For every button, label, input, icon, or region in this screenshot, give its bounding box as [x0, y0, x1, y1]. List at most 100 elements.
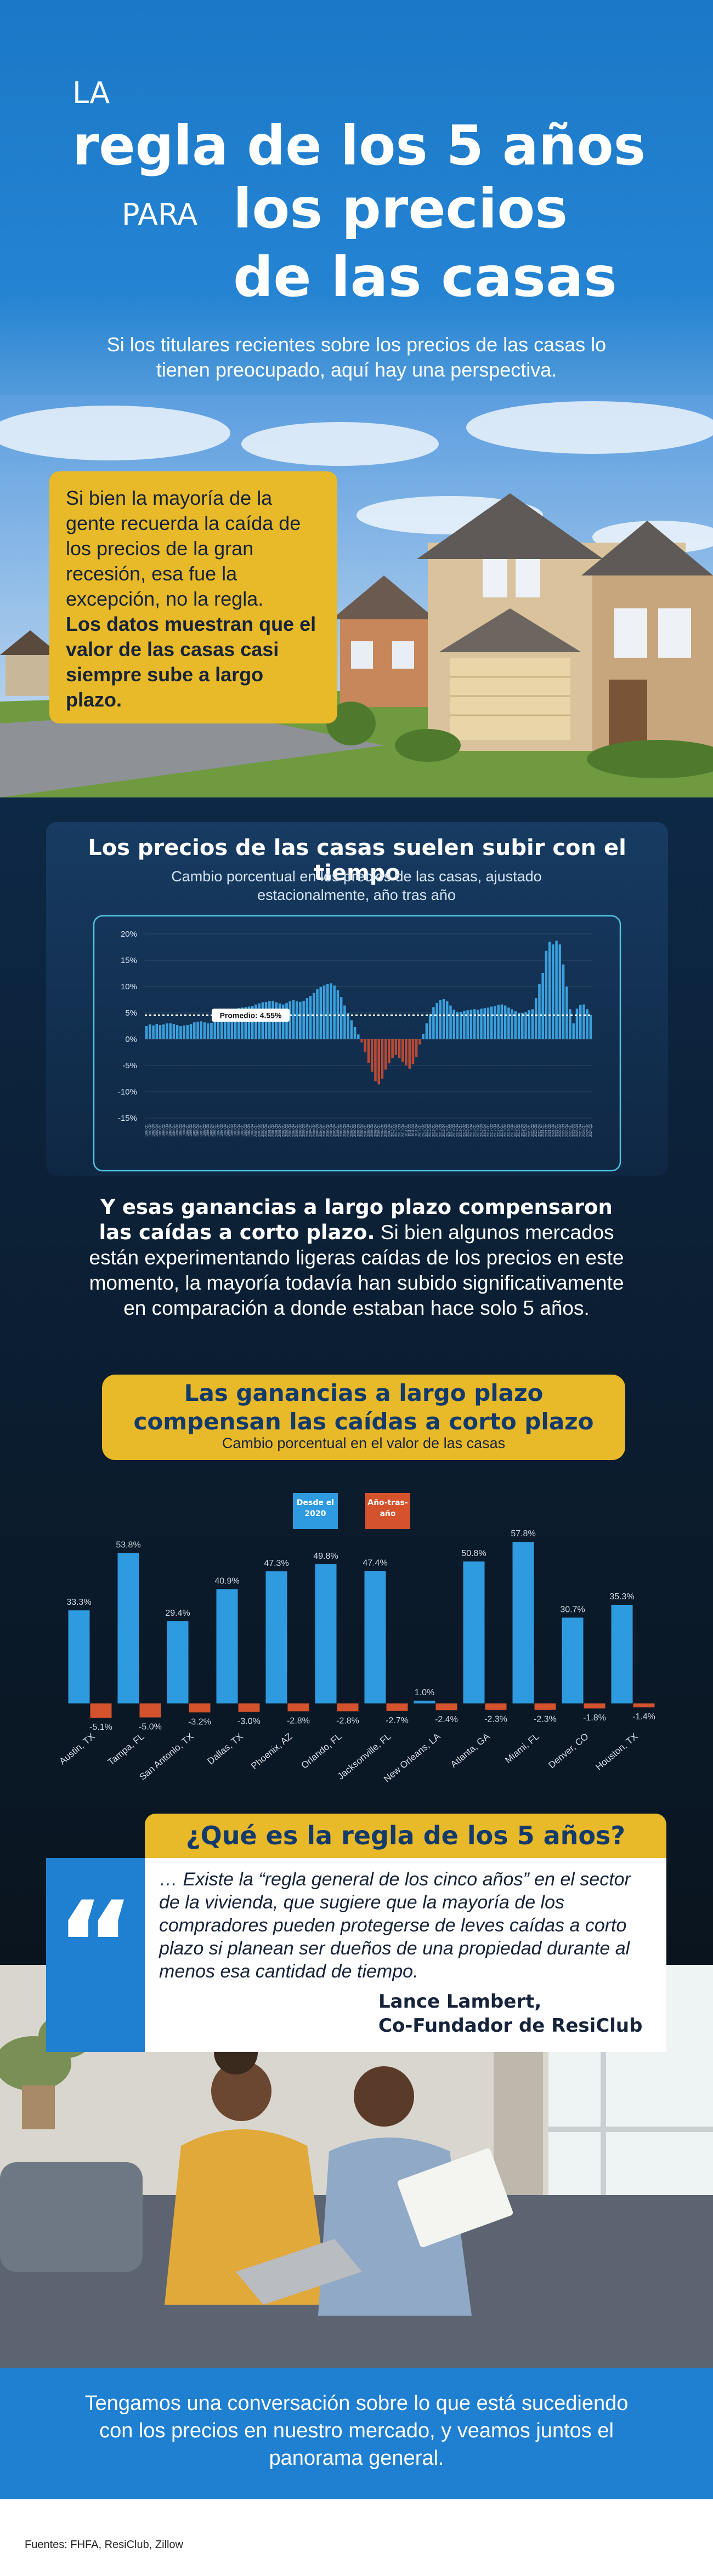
x-tick-label: 2013 Q2: [436, 1124, 439, 1137]
x-tick-label: 1996 Q4: [210, 1124, 213, 1137]
bar: [374, 1039, 377, 1081]
title-word: PARA: [122, 197, 197, 232]
bar: [189, 1703, 211, 1713]
man: [318, 2066, 513, 2316]
x-tick-label: 2003 Q3: [303, 1124, 306, 1137]
x-tick-label: 1994 Q3: [179, 1124, 183, 1137]
bar: [247, 1006, 251, 1039]
main-house: [417, 493, 713, 751]
x-tick-label: 2008 Q3: [371, 1124, 374, 1137]
x-tick-label: San Antonio, TX: [137, 1731, 195, 1782]
quote-author: Lance Lambert,: [378, 1991, 542, 2013]
data-label: -2.3%: [484, 1715, 507, 1724]
bar: [292, 1000, 295, 1039]
bar: [347, 1013, 349, 1039]
bar: [422, 1034, 425, 1039]
distant-houses-part: [5, 652, 55, 696]
x-tick-label: 2010 Q4: [401, 1124, 405, 1137]
bar: [172, 1024, 176, 1039]
chart: 33.3% 53.8% 29.4% 40.9% 47.3% 49.8% 47.4% 1.0% 5…: [58, 1529, 655, 1784]
x-tick-label: 1996 Q2: [203, 1124, 207, 1137]
x-tick-label: 2002 Q1: [282, 1124, 285, 1137]
y-tick-label: -10%: [118, 1087, 137, 1097]
average-label-box: [212, 1008, 290, 1022]
data-label: 29.4%: [165, 1609, 190, 1618]
bar: [456, 1012, 459, 1039]
bar: [408, 1039, 411, 1069]
x-tick-label: Austin, TX: [58, 1731, 97, 1767]
x-tick-label: 2009 Q1: [378, 1124, 381, 1137]
bar: [439, 1000, 442, 1039]
bar: [357, 1034, 360, 1039]
x-tick-label: 2006 Q4: [347, 1124, 350, 1137]
bar: [152, 1025, 155, 1039]
x-tick-label: 1999 Q2: [245, 1124, 248, 1137]
y-tick-label: 10%: [121, 982, 137, 991]
bar: [521, 1013, 524, 1039]
bar: [350, 1020, 353, 1039]
average-label: Promedio: 4.55%: [220, 1011, 282, 1019]
x-tick-label: 2024 Q1: [582, 1124, 586, 1137]
x-tick-label: 2007 Q3: [357, 1124, 360, 1137]
x-tick-label: 1996 Q3: [207, 1124, 210, 1137]
bar: [582, 1004, 585, 1039]
main-house-part: [658, 608, 691, 658]
bar: [139, 1703, 161, 1718]
bar: [200, 1021, 203, 1039]
x-tick-label: 2020 Q2: [531, 1124, 535, 1137]
bar: [497, 1005, 500, 1039]
x-tick-label: 2000 Q2: [258, 1124, 262, 1137]
sources: Fuentes: FHFA, ResiClub, Zillow: [25, 2539, 183, 2551]
x-tick-label: 2009 Q4: [388, 1124, 391, 1137]
x-tick-label: 1998 Q3: [234, 1124, 237, 1137]
bar: [166, 1023, 168, 1039]
x-tick-label: 2018 Q3: [507, 1124, 511, 1137]
data-label: 53.8%: [116, 1541, 140, 1550]
bar: [238, 1703, 260, 1712]
data-label: -5.1%: [89, 1723, 112, 1732]
road: [0, 710, 384, 797]
bar: [305, 998, 309, 1039]
bar: [68, 1610, 90, 1703]
x-tick-label: 2007 Q4: [361, 1124, 364, 1137]
summary-emphasis: Y esas ganancias a largo plazo compensar…: [99, 1195, 613, 1244]
bar: [360, 1039, 363, 1042]
bar: [117, 1553, 139, 1703]
bar: [210, 1023, 213, 1039]
bar: [466, 1010, 469, 1039]
bar: [343, 1005, 346, 1039]
closing-background: [0, 2368, 713, 2499]
x-tick-label: 2013 Q1: [432, 1124, 435, 1137]
clouds-part: [241, 422, 439, 466]
bar: [254, 1004, 257, 1039]
bar: [364, 1039, 367, 1052]
bar: [309, 996, 312, 1039]
woman-part: [211, 2061, 271, 2121]
bar: [234, 1010, 237, 1039]
bar: [562, 1617, 584, 1703]
bar: [500, 1004, 503, 1039]
rule-heading: ¿Qué es la regla de los 5 años?: [185, 1821, 626, 1850]
quote-box: [145, 1858, 666, 2052]
x-tick-label: 1995 Q3: [193, 1124, 196, 1137]
x-tick-label: 2008 Q4: [374, 1124, 377, 1137]
y-tick-label: 15%: [121, 956, 137, 965]
x-tick-label: 2004 Q3: [316, 1124, 320, 1137]
x-tick-label: 2020 Q4: [538, 1124, 541, 1137]
title-word: LA: [72, 76, 110, 110]
x-tick-label: 2022 Q4: [565, 1124, 569, 1137]
header-background: [0, 0, 713, 417]
bar: [339, 997, 343, 1039]
x-tick-label: 2021 Q4: [552, 1124, 555, 1137]
data-label: -3.0%: [237, 1717, 261, 1726]
x-tick-label: 2012 Q2: [422, 1124, 426, 1137]
bar: [435, 1002, 438, 1039]
bar: [217, 1021, 220, 1039]
bar: [490, 1006, 493, 1039]
laptop: [236, 2239, 362, 2305]
x-tick-label: 2008 Q1: [364, 1124, 367, 1137]
data-label: 30.7%: [560, 1605, 585, 1614]
bar: [514, 1011, 517, 1039]
bar: [414, 1700, 435, 1703]
x-tick-label: 2002 Q3: [289, 1124, 292, 1137]
